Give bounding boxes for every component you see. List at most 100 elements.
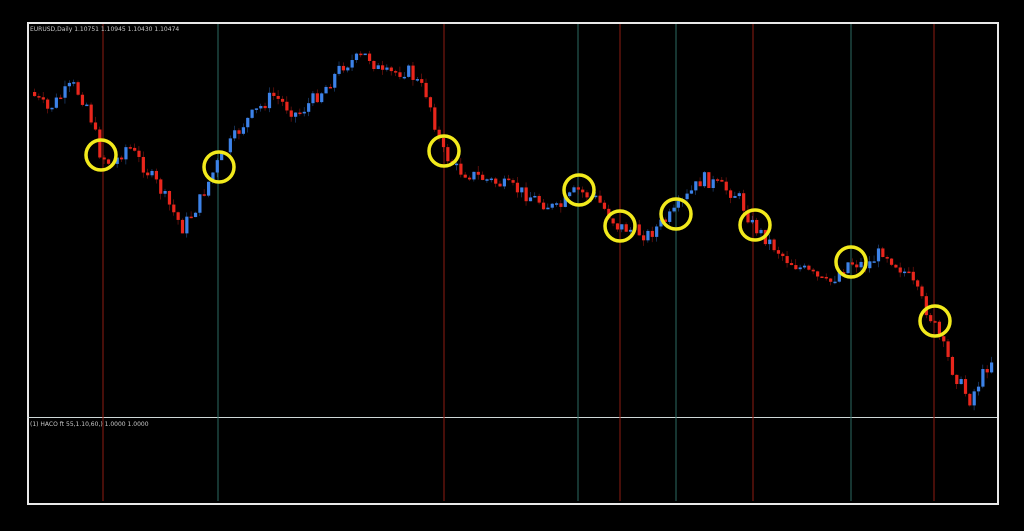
- signal-highlight-circle: [562, 173, 596, 207]
- bull-candle: [833, 281, 837, 284]
- bear-candle: [576, 187, 580, 190]
- bull-candle: [385, 67, 389, 70]
- bear-candle: [820, 276, 824, 279]
- bear-candle: [276, 95, 280, 99]
- bear-candle: [46, 99, 50, 109]
- bear-candle: [950, 356, 955, 375]
- bear-candle: [133, 147, 137, 151]
- bear-candle: [715, 179, 720, 181]
- bull-candle: [363, 53, 367, 56]
- bear-candle: [137, 150, 141, 157]
- signal-highlight-circle: [202, 150, 236, 184]
- close-value: 1.10474: [154, 26, 180, 33]
- bear-candle: [729, 190, 733, 198]
- bear-candle: [611, 218, 615, 224]
- bull-candle: [50, 107, 54, 110]
- bull-candle: [454, 163, 459, 166]
- bull-candle: [489, 178, 493, 181]
- bull-candle: [676, 201, 680, 208]
- bull-candle: [572, 187, 576, 193]
- bull-candle: [876, 248, 881, 262]
- bull-candle: [246, 117, 250, 128]
- bull-candle: [903, 271, 907, 274]
- bull-candle: [768, 239, 772, 245]
- bear-candle: [746, 210, 750, 223]
- bear-candle: [476, 171, 480, 175]
- bear-candle: [433, 107, 437, 130]
- bear-candle: [785, 256, 789, 264]
- bull-candle: [759, 229, 763, 234]
- bear-candle: [481, 174, 485, 180]
- bear-candle: [202, 194, 206, 196]
- bull-candle: [568, 192, 572, 197]
- bear-candle: [446, 147, 450, 162]
- bull-candle: [668, 211, 672, 222]
- bull-candle: [294, 112, 298, 117]
- bear-candle: [420, 79, 424, 83]
- bull-candle: [376, 65, 380, 70]
- bull-candle: [402, 76, 406, 79]
- bull-candle: [302, 111, 306, 114]
- symbol-label: EURUSD,Daily: [30, 26, 73, 33]
- bear-candle: [76, 82, 80, 95]
- bear-candle: [724, 181, 728, 191]
- bull-candle: [972, 391, 976, 406]
- bull-candle: [533, 195, 537, 198]
- bull-candle: [520, 187, 524, 193]
- bull-candle: [220, 152, 224, 161]
- bull-candle: [337, 65, 341, 74]
- bear-candle: [794, 265, 798, 270]
- bull-candle: [85, 104, 89, 107]
- bull-candle: [859, 261, 863, 268]
- bear-candle: [468, 177, 472, 180]
- bear-candle: [167, 190, 172, 205]
- bull-candle: [733, 196, 737, 198]
- bear-candle: [937, 321, 941, 337]
- bear-candle: [511, 180, 515, 183]
- bull-candle: [737, 193, 741, 197]
- bull-candle: [959, 379, 963, 385]
- bull-candle: [990, 362, 994, 373]
- bear-candle: [272, 92, 276, 96]
- bear-candle: [398, 72, 402, 77]
- bear-candle: [963, 379, 968, 394]
- chart-window[interactable]: [27, 22, 999, 505]
- bear-candle: [850, 262, 854, 265]
- signal-highlight-circle: [427, 134, 461, 168]
- bear-candle: [437, 129, 441, 139]
- bear-candle: [389, 67, 393, 72]
- bear-candle: [154, 170, 158, 180]
- bear-candle: [180, 219, 185, 234]
- bear-candle: [642, 235, 646, 241]
- bear-candle: [176, 212, 180, 220]
- bear-candle: [624, 224, 628, 232]
- bear-candle: [128, 147, 132, 149]
- bull-candle: [528, 197, 533, 202]
- bull-candle: [846, 262, 850, 274]
- bear-candle: [263, 105, 267, 109]
- bear-candle: [541, 202, 546, 210]
- bear-candle: [916, 280, 920, 287]
- bull-candle: [620, 224, 624, 230]
- bear-candle: [120, 157, 124, 160]
- bull-candle: [324, 86, 328, 94]
- bull-candle: [185, 216, 189, 234]
- bear-candle: [381, 65, 385, 70]
- bear-candle: [106, 159, 111, 164]
- bull-candle: [124, 147, 128, 160]
- bear-candle: [285, 101, 289, 111]
- bear-candle: [929, 315, 933, 322]
- bull-candle: [798, 267, 802, 270]
- bear-candle: [98, 129, 102, 158]
- bear-candle: [237, 130, 241, 134]
- bear-candle: [942, 336, 946, 342]
- bear-candle: [280, 98, 285, 102]
- bull-candle: [67, 82, 71, 87]
- bull-candle: [333, 73, 337, 88]
- indicator-separator[interactable]: [27, 417, 997, 418]
- signal-highlight-circle: [918, 304, 952, 338]
- bear-candle: [146, 172, 150, 176]
- bear-candle: [159, 179, 163, 194]
- bear-candle: [789, 263, 794, 266]
- bear-candle: [80, 94, 85, 105]
